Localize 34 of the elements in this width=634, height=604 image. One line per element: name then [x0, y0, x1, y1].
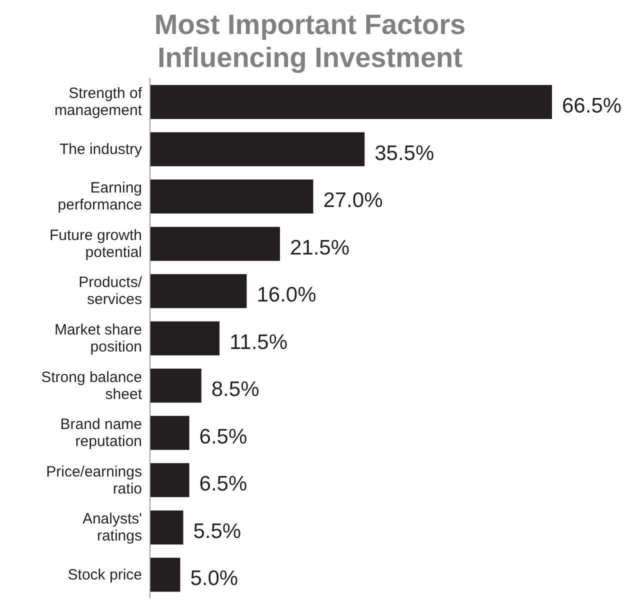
y-tick-label: Products/ services — [78, 274, 143, 308]
y-tick-label: Stock price — [68, 566, 142, 583]
data-label: 66.5% — [562, 94, 622, 118]
data-label: 5.0% — [190, 567, 238, 590]
bar — [150, 416, 190, 450]
bar — [150, 510, 184, 544]
bar — [150, 180, 314, 214]
data-label: 16.0% — [256, 284, 316, 307]
bar — [150, 321, 220, 356]
data-label: 21.5% — [290, 236, 350, 260]
bar — [150, 368, 202, 403]
data-label: 11.5% — [230, 330, 288, 354]
bar — [150, 85, 552, 119]
y-tick-label: Brand name reputation — [60, 416, 142, 450]
bar — [150, 558, 180, 592]
bar — [150, 463, 190, 498]
y-tick-label: Market share position — [54, 321, 142, 355]
y-tick-label: The industry — [59, 140, 142, 158]
data-label: 35.5% — [374, 142, 434, 165]
y-tick-label: Analysts' ratings — [82, 510, 142, 544]
data-label: 27.0% — [323, 189, 383, 212]
bar — [150, 132, 365, 166]
data-label: 6.5% — [199, 425, 248, 448]
data-label: 6.5% — [199, 472, 248, 496]
data-label: 5.5% — [193, 520, 242, 543]
y-tick-label: Future growth potential — [49, 226, 142, 260]
y-tick-label: Earning performance — [58, 179, 142, 214]
chart-title: Most Important Factors Influencing Investment — [153, 8, 467, 74]
y-tick-label: Price/earnings ratio — [46, 462, 142, 497]
y-tick-label: Strength of management — [54, 84, 143, 119]
bar — [150, 226, 280, 261]
y-tick-label: Strong balance sheet — [41, 368, 143, 402]
bar — [150, 274, 247, 308]
data-label: 8.5% — [211, 378, 260, 402]
